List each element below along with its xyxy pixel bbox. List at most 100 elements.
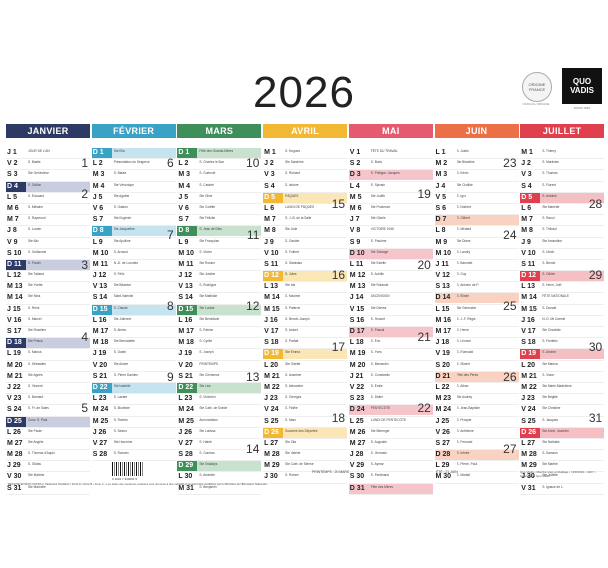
day-row: L 12 Ste Tatiana: [6, 271, 90, 283]
saint-name: Ste Nathalie: [542, 439, 560, 444]
saint-name: S. Odilon: [28, 182, 42, 187]
day-label: V 20: [92, 361, 108, 369]
saint-name: Ste Rosine: [199, 260, 215, 265]
saint-name: ASCENSION: [370, 294, 390, 299]
day-row: J 9 S. Gautier: [263, 238, 348, 249]
day-label: S 18: [521, 339, 536, 347]
week-number: 30: [588, 339, 603, 354]
saint-name: S. Fulbert: [285, 249, 299, 254]
day-row: M 20 S. Bernardin: [348, 361, 433, 372]
day-label: M 8: [264, 227, 276, 235]
day-label: S 6: [435, 204, 447, 212]
saint-name: Ste Bérenger: [370, 428, 390, 433]
day-row: L 6 LUNDI DE PÂQUES: [263, 204, 348, 216]
day-label: J 23: [264, 395, 278, 403]
day-label: D 8: [178, 227, 190, 235]
day-row: V 19 S. Romuald: [434, 349, 519, 361]
week-start-marker: [177, 304, 198, 315]
day-row: M 22 Ste Marie-Madeleine: [520, 383, 605, 395]
week-start-marker: [6, 416, 26, 427]
day-label: M 1: [521, 149, 533, 156]
day-row: S 14 Ste Mathilde: [177, 293, 262, 305]
day-row: V 3 S. Richard: [263, 170, 348, 182]
week-number: 16: [331, 268, 346, 283]
day-label: L 6: [264, 204, 275, 212]
week-number: 20: [417, 258, 431, 273]
day-label: J 19: [92, 350, 107, 358]
saint-name: S. Jean-Baptiste: [456, 406, 480, 411]
saint-name: S. Raoul: [542, 216, 555, 221]
day-label: L 18: [349, 339, 364, 347]
day-row: M 29 Ste Marthe: [520, 461, 605, 473]
week-number: 27: [503, 441, 517, 456]
saint-name: S. Justin: [456, 149, 469, 153]
week-number: 29: [588, 268, 603, 283]
saint-name: LUNDI DE PÂQUES: [285, 204, 315, 209]
saint-name: S. Anselme: [285, 372, 302, 377]
week-number: 17: [331, 339, 346, 354]
day-label: L 13: [521, 283, 536, 291]
day-label: D 19: [264, 350, 279, 358]
day-row: L 1 S. Justin: [434, 148, 519, 160]
saint-name: S. Habib: [199, 439, 212, 444]
day-row: L 2 Présentation du Seigneur: [91, 159, 176, 171]
day-label: M 25: [178, 417, 194, 425]
day-label: J 5: [178, 193, 189, 201]
saint-name: S. Samson: [542, 451, 558, 456]
day-label: V 24: [521, 406, 536, 414]
day-label: M 30: [435, 473, 452, 481]
saint-name: Ste Denise: [370, 305, 387, 310]
day-row: M 26 Ste Bérenger: [348, 428, 433, 439]
day-row: M 24 Ste Cath. de Suède: [177, 405, 262, 417]
day-row: D 12 S. Jules: [263, 271, 348, 283]
day-label: D 1: [178, 149, 190, 156]
day-label: S 20: [435, 361, 450, 369]
day-row: M 13 Ste Rolande: [348, 282, 433, 294]
week-start-marker: [263, 271, 284, 282]
day-label: S 30: [349, 473, 365, 481]
saint-name: S. Guy: [456, 272, 467, 277]
day-label: J 12: [178, 272, 193, 280]
day-row: M 18 Ste Bernadette: [91, 338, 176, 350]
saint-name: S. Guénolé: [199, 171, 216, 176]
saint-name: S. Ulrich: [542, 249, 555, 254]
day-label: S 28: [178, 451, 193, 459]
day-label: M 7: [264, 216, 276, 224]
day-row: J 9 Ste Amandine: [520, 238, 605, 249]
day-label: D 11: [7, 260, 22, 268]
sunday-highlight: [177, 461, 262, 472]
saint-name: Ste Geneviève: [28, 171, 49, 176]
saint-name: S. Médard: [456, 227, 472, 232]
day-row: M 14 FÊTE NATIONALE: [520, 293, 605, 305]
day-row: V 26 S. Anthelme: [434, 428, 519, 439]
saint-name: Ste Françoise: [199, 238, 220, 243]
day-label: J 11: [435, 260, 449, 268]
day-row: M 14 S. Maxime: [263, 293, 348, 305]
day-label: M 10: [435, 249, 452, 257]
day-label: L 4: [349, 182, 360, 190]
saint-name: S. Patrice: [199, 328, 214, 332]
day-row: S 28 S. Romain: [91, 450, 176, 462]
day-label: S 21: [178, 372, 193, 380]
day-label: D 15: [178, 305, 194, 313]
saint-name: S. Barnard: [28, 395, 44, 400]
saint-name: Ste Anne, Joachim: [542, 428, 569, 433]
week-number: 11: [246, 227, 260, 242]
day-label: S 14: [92, 294, 108, 302]
day-label: V 9: [7, 238, 18, 246]
saint-name: S. Gontran: [199, 451, 215, 456]
day-label: M 11: [178, 260, 194, 268]
week-start-marker: [91, 148, 112, 158]
day-row: J 16 N.-D. Mt Carmel: [520, 316, 605, 327]
saint-name: PÂQUES: [285, 193, 299, 198]
day-row: J 18 S. Léonce: [434, 338, 519, 350]
day-list: L 1 S. Justin M 2 Ste Blandine M 3 S. Kévin J …: [434, 148, 519, 484]
day-row: L 19 S. Marius: [6, 349, 90, 361]
saint-name: Ste Charlotte: [542, 328, 561, 332]
day-label: M 6: [349, 204, 362, 212]
saint-name: Ste Cath. de Suède: [199, 406, 228, 411]
week-number: 18: [331, 411, 346, 426]
saint-name: Ste Mariette: [542, 204, 560, 209]
day-row: V 10 S. Fulbert: [263, 249, 348, 260]
day-label: S 9: [349, 238, 361, 246]
